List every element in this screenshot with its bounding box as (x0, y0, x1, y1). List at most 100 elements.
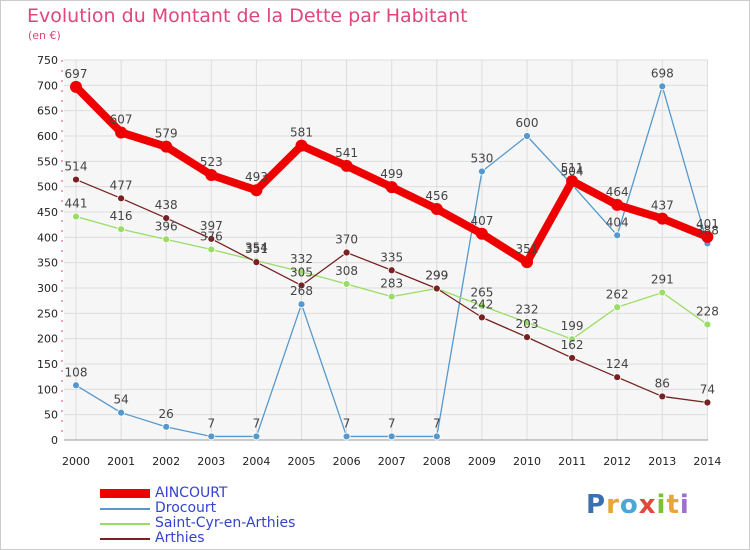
y-tick-label: 250 (37, 307, 58, 320)
data-point (703, 398, 712, 407)
data-point (250, 184, 263, 197)
data-label: 376 (200, 229, 223, 243)
y-tick-label: 100 (37, 383, 58, 396)
data-point (117, 408, 125, 417)
data-point (72, 175, 80, 184)
data-label: 308 (335, 264, 358, 278)
data-label: 265 (470, 286, 493, 300)
data-point (70, 80, 82, 93)
data-label: 332 (290, 252, 313, 266)
y-tick-label: 150 (37, 358, 58, 371)
logo-letter: i (656, 490, 667, 520)
data-point (568, 354, 576, 362)
data-label: 351 (516, 242, 539, 256)
data-label: 541 (335, 146, 358, 160)
data-point (162, 422, 171, 431)
data-point (568, 335, 576, 344)
data-point (252, 432, 261, 441)
data-label: 437 (651, 199, 674, 213)
x-tick-label: 2009 (468, 455, 496, 468)
data-label: 335 (380, 250, 403, 264)
data-point (523, 333, 531, 342)
y-tick-label: 500 (37, 181, 58, 194)
plot-area (64, 60, 708, 440)
data-label: 354 (245, 241, 268, 255)
logo-letter: t (666, 490, 680, 520)
x-tick-label: 2001 (107, 455, 135, 468)
data-point (162, 235, 171, 244)
data-point (611, 198, 624, 211)
x-tick-label: 2002 (152, 455, 180, 468)
y-tick-label: 200 (37, 333, 58, 346)
x-tick-label: 2003 (197, 455, 225, 468)
data-point (297, 267, 306, 276)
legend-label: Saint-Cyr-en-Arthies (155, 515, 296, 531)
y-tick-label: 450 (37, 206, 58, 219)
data-point (658, 288, 667, 297)
data-label: 242 (470, 297, 493, 311)
y-tick-label: 550 (37, 155, 58, 168)
data-label: 698 (651, 66, 674, 80)
data-point (477, 301, 486, 310)
x-tick-label: 2006 (333, 455, 361, 468)
data-point (703, 320, 712, 329)
data-point (297, 300, 306, 309)
data-label: 54 (113, 393, 128, 407)
data-point (701, 230, 714, 243)
data-label: 600 (516, 116, 539, 130)
y-tick-label: 350 (37, 257, 58, 270)
x-tick-label: 2005 (288, 455, 316, 468)
data-point (432, 432, 441, 441)
logo-letter: r (606, 490, 620, 520)
logo-letter: P (586, 490, 607, 520)
x-tick-label: 2012 (603, 455, 631, 468)
data-label: 7 (207, 416, 215, 430)
data-point (117, 194, 125, 203)
data-point (523, 132, 531, 140)
x-tick-label: 2004 (242, 455, 270, 468)
data-point (430, 202, 443, 215)
data-point (340, 159, 353, 172)
data-label: 299 (425, 269, 448, 283)
y-tick-label: 400 (37, 231, 58, 244)
x-tick-label: 2014 (693, 455, 721, 468)
data-label: 299 (425, 269, 448, 283)
data-label: 441 (65, 197, 88, 211)
data-point (342, 280, 351, 288)
legend-label: Drocourt (155, 500, 217, 516)
chart-subtitle: (en €) (28, 29, 61, 42)
data-label: 7 (433, 416, 441, 430)
data-point (387, 292, 396, 301)
data-label: 203 (516, 317, 539, 331)
data-label: 523 (200, 155, 223, 169)
data-point (656, 212, 669, 225)
data-point (297, 281, 306, 290)
data-point (432, 284, 441, 293)
x-tick-label: 2007 (378, 455, 406, 468)
data-point (658, 82, 667, 91)
data-point (385, 181, 398, 194)
data-point (207, 245, 216, 254)
data-label: 464 (606, 185, 629, 199)
data-label: 162 (561, 338, 584, 352)
x-tick-label: 2011 (558, 455, 586, 468)
y-tick-label: 0 (51, 434, 58, 447)
data-label: 581 (290, 126, 313, 140)
data-point (658, 392, 667, 401)
legend-label: AINCOURT (155, 485, 228, 501)
data-point (523, 318, 531, 327)
y-tick-label: 700 (37, 79, 58, 92)
data-point (613, 231, 622, 240)
data-point (521, 256, 533, 269)
data-label: 7 (343, 416, 351, 430)
data-label: 530 (470, 151, 493, 165)
y-tick-label: 50 (44, 409, 58, 422)
data-point (387, 432, 396, 441)
data-label: 493 (245, 170, 268, 184)
data-label: 108 (65, 365, 88, 379)
data-label: 388 (696, 223, 719, 237)
data-label: 232 (516, 302, 539, 316)
data-point (342, 432, 351, 441)
data-label: 26 (159, 407, 174, 421)
